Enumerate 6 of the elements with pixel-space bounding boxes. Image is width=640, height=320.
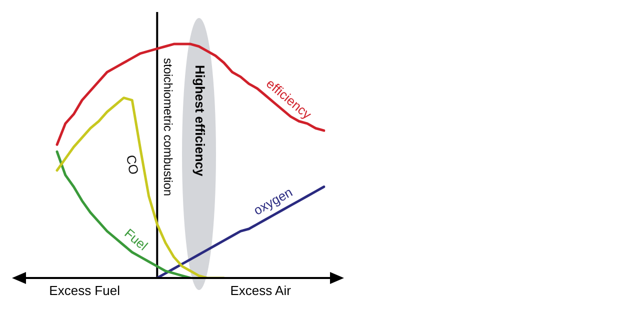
text: Excess Fuel [49,283,120,298]
annotation: Highest efficiency [192,65,208,178]
text: Fuel [122,226,151,254]
text: Excess Air [230,283,292,298]
annotation: stoichiometric combustion [160,58,175,196]
text: CO [123,154,142,176]
